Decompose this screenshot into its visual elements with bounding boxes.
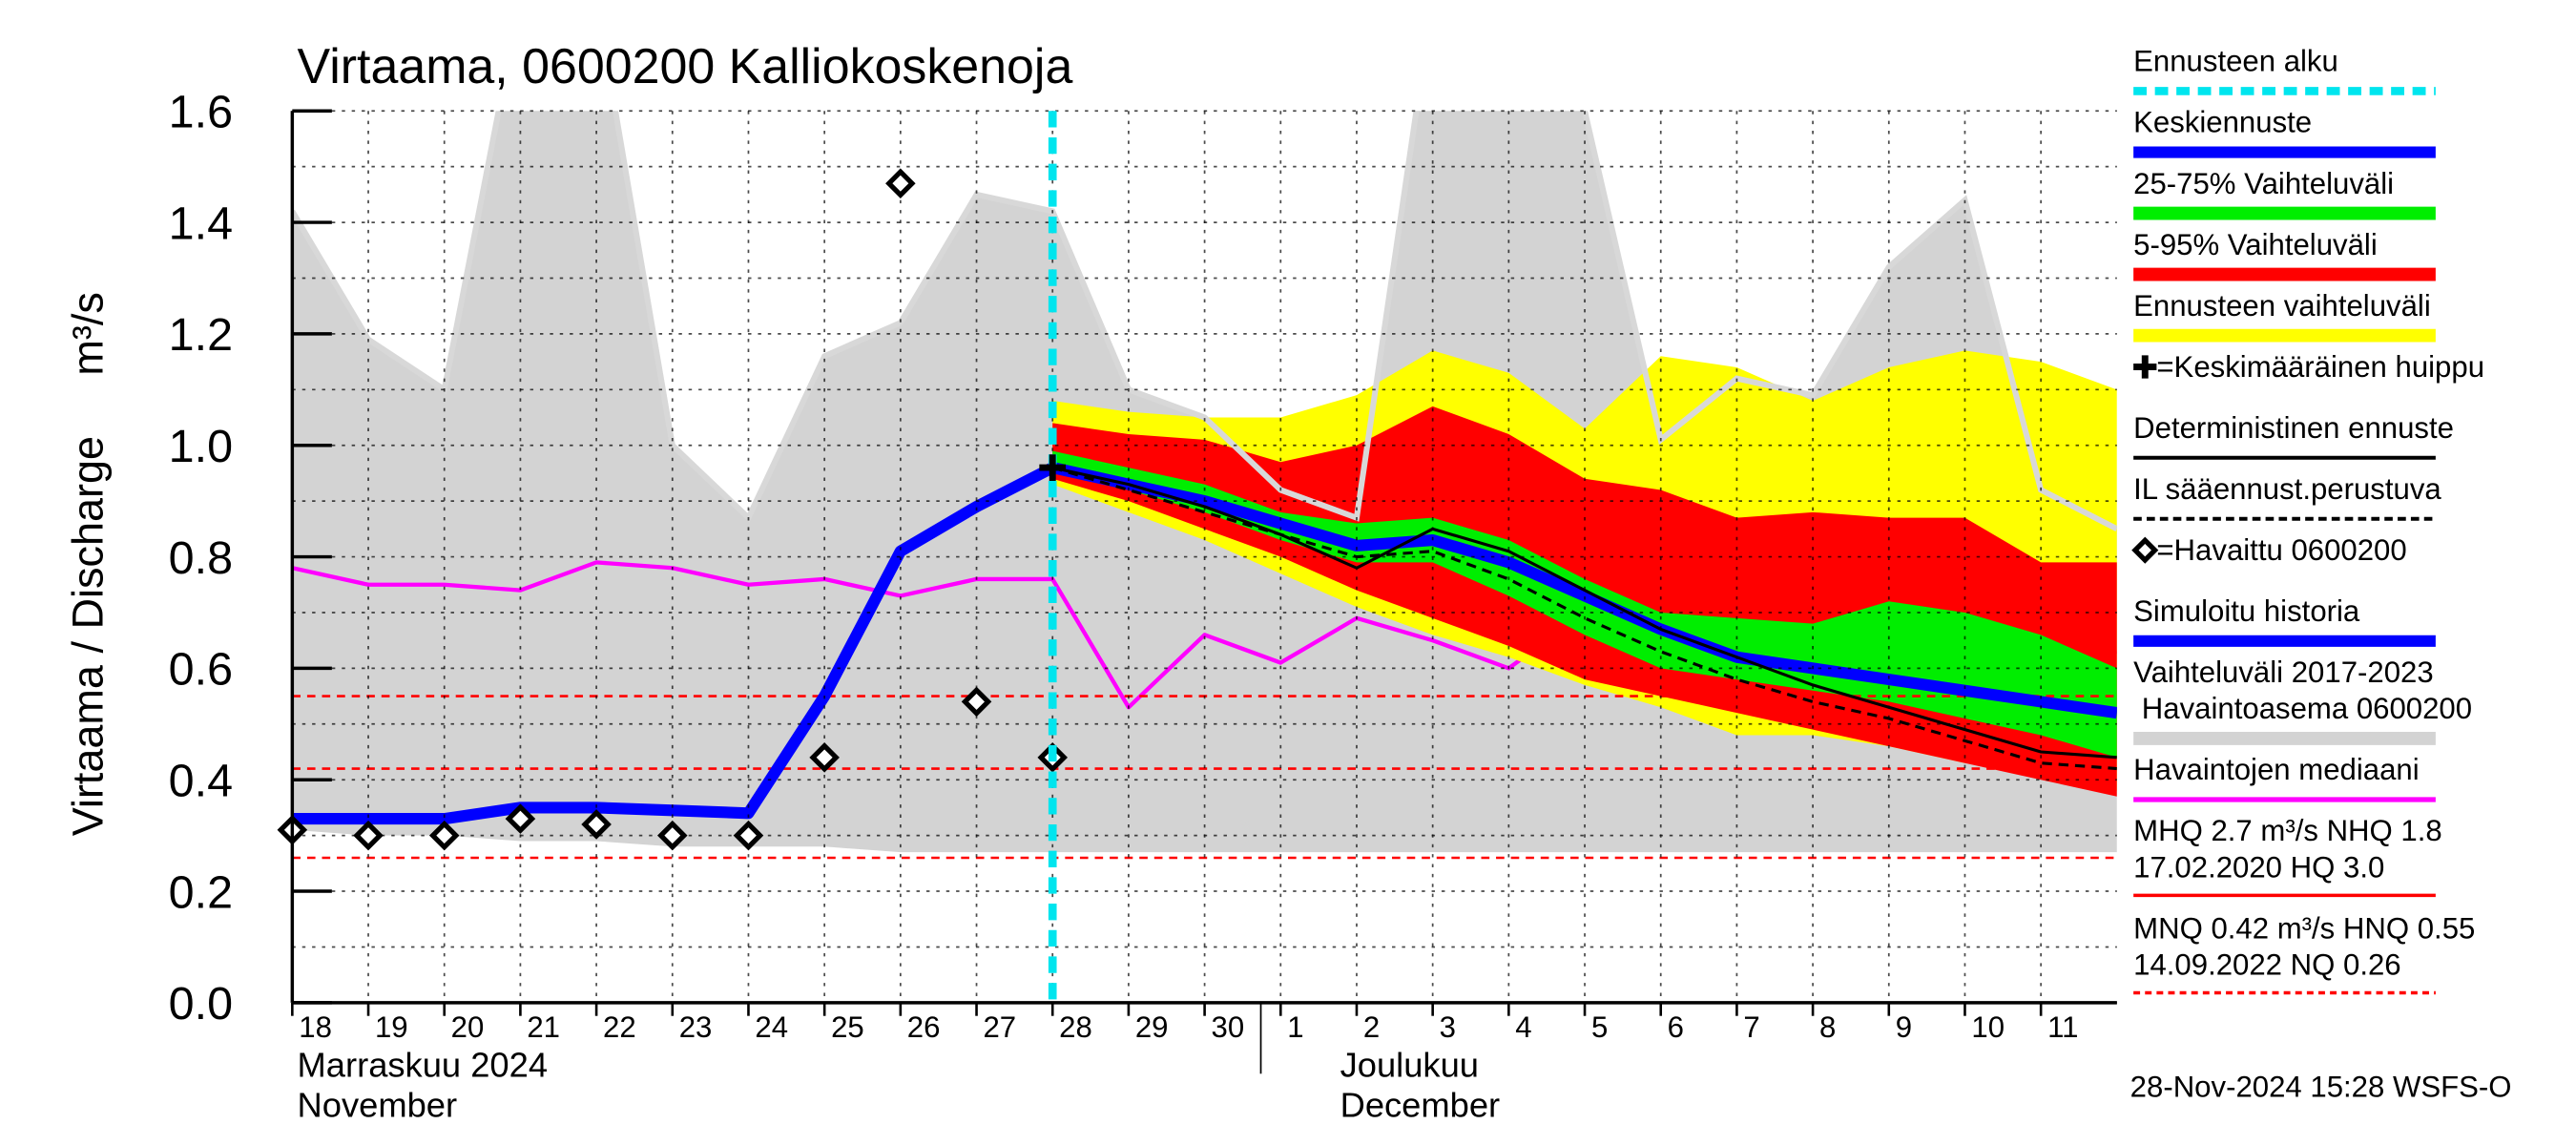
band: [1052, 450, 2117, 758]
legend-label: Havaintojen mediaani: [2133, 753, 2420, 786]
x-tick-label: 27: [983, 1010, 1016, 1044]
legend-symbol: [2131, 536, 2159, 564]
band-edge: [292, 111, 2117, 532]
y-tick-label: 1.2: [169, 309, 233, 361]
line: [292, 462, 1055, 825]
legend-label: 25-75% Vaihteluväli: [2133, 167, 2394, 200]
line: [1051, 466, 2117, 771]
line: [1051, 466, 2117, 760]
observed-point: [809, 742, 840, 773]
timestamp: 28-Nov-2024 15:28 WSFS-O: [2130, 1071, 2512, 1104]
y-tick-label: 0.0: [169, 978, 233, 1030]
x-tick-label: 10: [1971, 1010, 2005, 1044]
y-tick-label: 1.6: [169, 87, 233, 138]
legend-symbol: [2133, 355, 2157, 379]
observed-point: [428, 820, 460, 851]
x-tick-label: 5: [1591, 1010, 1608, 1044]
legend-label: Havaintoasema 0600200: [2142, 692, 2472, 725]
x-tick-label: 18: [299, 1010, 332, 1044]
x-tick-label: 20: [451, 1010, 485, 1044]
x-tick-label: 19: [375, 1010, 408, 1044]
y-tick-label: 0.8: [169, 532, 233, 584]
x-tick-label: 26: [907, 1010, 941, 1044]
observed-point: [505, 803, 536, 834]
x-tick-label: 6: [1668, 1010, 1684, 1044]
peak-marker: [1039, 454, 1067, 481]
x-tick-label: 9: [1896, 1010, 1912, 1044]
stats-label: MHQ 2.7 m³/s NHQ 1.8: [2133, 814, 2442, 847]
legend-label: Vaihteluväli 2017-2023: [2133, 656, 2434, 689]
legend-label: 5-95% Vaihteluväli: [2133, 228, 2378, 261]
x-tick-label: 3: [1440, 1010, 1456, 1044]
x-tick-label: 29: [1135, 1010, 1169, 1044]
observed-point: [581, 809, 612, 840]
observed-point: [885, 168, 916, 198]
y-axis-unit: m³/s: [63, 292, 112, 375]
x-tick-label: 4: [1515, 1010, 1531, 1044]
y-tick-label: 0.4: [169, 756, 233, 807]
stats-label: MNQ 0.42 m³/s HNQ 0.55: [2133, 911, 2475, 945]
y-tick-label: 0.2: [169, 866, 233, 918]
legend-label: =Keskimääräinen huippu: [2156, 350, 2484, 384]
legend-label: Keskiennuste: [2133, 106, 2312, 139]
x-tick-label: 1: [1287, 1010, 1303, 1044]
x-tick-label: 2: [1363, 1010, 1380, 1044]
observed-point: [656, 820, 688, 851]
y-tick-label: 1.0: [169, 421, 233, 472]
legend-label: IL sääennust.perustuva: [2133, 472, 2441, 506]
x-tick-label: 22: [603, 1010, 636, 1044]
y-tick-label: 0.6: [169, 644, 233, 696]
stats-label: 17.02.2020 HQ 3.0: [2133, 850, 2384, 884]
legend-label: Ennusteen vaihteluväli: [2133, 289, 2431, 323]
x-tick-label: 23: [679, 1010, 713, 1044]
y-axis-label: Virtaama / Discharge: [63, 436, 112, 836]
x-tick-label: 21: [527, 1010, 560, 1044]
x-tick-label: 28: [1059, 1010, 1092, 1044]
x-tick-label: 11: [2047, 1010, 2078, 1044]
observed-point: [733, 820, 764, 851]
x-tick-label: 30: [1212, 1010, 1245, 1044]
line: [1050, 462, 2117, 719]
legend-label: Simuloitu historia: [2133, 594, 2360, 628]
x-tick-label: 24: [755, 1010, 788, 1044]
legend-label: Ennusteen alku: [2133, 45, 2338, 78]
observed-point: [961, 686, 992, 718]
x-tick-label: 7: [1743, 1010, 1759, 1044]
chart-title: Virtaama, 0600200 Kalliokoskenoja: [298, 39, 1073, 94]
month-label: Joulukuu: [1340, 1046, 1479, 1085]
month-label: November: [298, 1085, 458, 1124]
y-tick-label: 1.4: [169, 198, 233, 249]
month-label: December: [1340, 1085, 1501, 1124]
legend-label: =Havaittu 0600200: [2156, 533, 2406, 567]
legend-label: Deterministinen ennuste: [2133, 411, 2454, 445]
x-tick-label: 25: [831, 1010, 864, 1044]
month-label: Marraskuu 2024: [298, 1046, 549, 1085]
x-tick-label: 8: [1819, 1010, 1836, 1044]
observed-point: [353, 820, 384, 851]
stats-label: 14.09.2022 NQ 0.26: [2133, 947, 2400, 981]
